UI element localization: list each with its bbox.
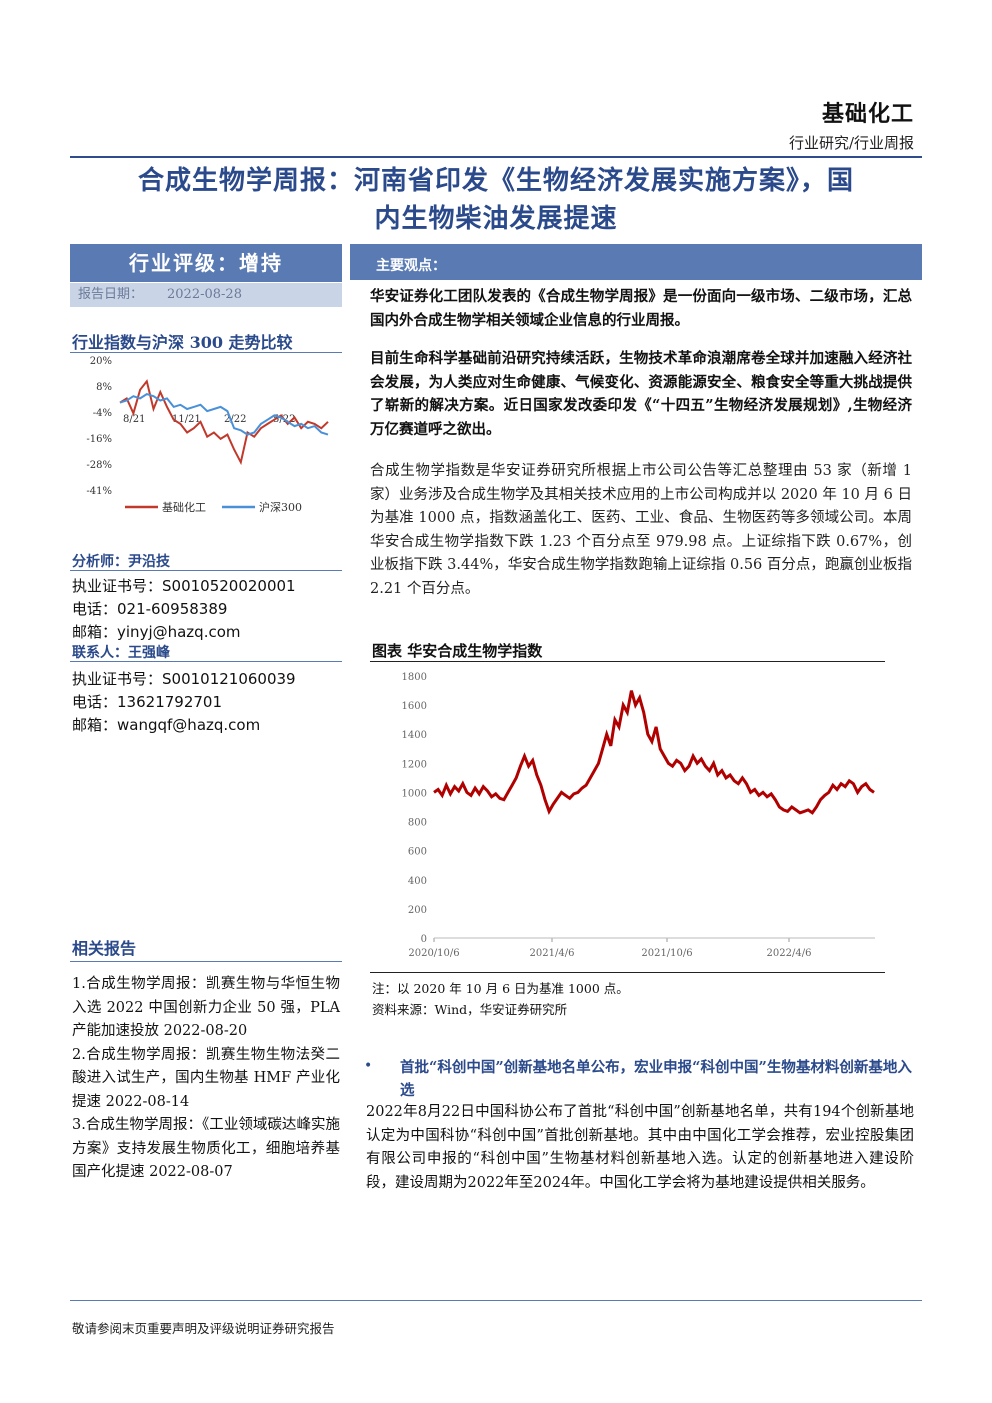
y-tick-label: 200 bbox=[408, 905, 427, 916]
analyst-email: 邮箱：yinyj@hazq.com bbox=[72, 621, 241, 642]
contact-email: 邮箱：wangqf@hazq.com bbox=[72, 714, 260, 735]
analyst-cert: 执业证书号：S0010520020001 bbox=[72, 575, 296, 596]
contact-phone: 电话：13621792701 bbox=[72, 691, 222, 712]
news-bullet: • bbox=[364, 1058, 373, 1074]
y-tick-label: 8% bbox=[96, 382, 112, 393]
index-chart-rule bbox=[70, 352, 342, 353]
figure-title: 图表 华安合成生物学指数 bbox=[372, 642, 543, 660]
x-tick-label: 2/22 bbox=[224, 414, 246, 425]
analyst-phone: 电话：021-60958389 bbox=[72, 598, 227, 619]
report-date-value: 2022-08-28 bbox=[167, 287, 242, 302]
x-tick-label: 8/21 bbox=[123, 414, 145, 425]
y-tick-label: -41% bbox=[86, 486, 112, 497]
index-chart-heading: 行业指数与沪深 300 走势比较 bbox=[72, 333, 293, 352]
y-tick-label: -28% bbox=[86, 460, 112, 471]
analyst-phone-value: 021-60958389 bbox=[117, 600, 228, 618]
x-tick-label: 11/21 bbox=[172, 414, 201, 425]
report-title-line1: 合成生物学周报：河南省印发《生物经济发展实施方案》，国 bbox=[137, 166, 854, 196]
legend-label-hs300: 沪深300 bbox=[259, 500, 302, 514]
key-points-bar bbox=[350, 244, 922, 280]
y-tick-label: 0 bbox=[421, 934, 427, 945]
y-tick-label: 1200 bbox=[402, 759, 427, 770]
y-tick-label: -4% bbox=[93, 408, 112, 419]
y-tick-label: 1000 bbox=[402, 788, 427, 799]
report-subtype: 行业研究/行业周报 bbox=[788, 134, 914, 152]
sector-name: 基础化工 bbox=[821, 101, 914, 127]
y-tick-label: 400 bbox=[408, 876, 427, 887]
report-date: 报告日期： 2022-08-28 bbox=[70, 283, 342, 307]
y-tick-label: -16% bbox=[86, 434, 112, 445]
footer-rule bbox=[70, 1300, 922, 1301]
analyst-email-value[interactable]: yinyj@hazq.com bbox=[117, 623, 241, 641]
series-line-synbio-index bbox=[433, 690, 875, 815]
key-points-label: 主要观点： bbox=[376, 258, 446, 274]
contact-rule bbox=[70, 661, 342, 662]
related-report-item[interactable]: 2.合成生物学周报：凯赛生物生物法癸二酸进入试生产，国内生物基 HMF 产业化提… bbox=[72, 1046, 340, 1110]
analyst-cert-label: 执业证书号： bbox=[72, 577, 163, 595]
analyst-cert-value: S0010520020001 bbox=[162, 577, 296, 595]
contact-email-label: 邮箱： bbox=[72, 716, 118, 734]
series-line-basic-chem bbox=[119, 379, 329, 466]
header-rule bbox=[70, 156, 922, 158]
y-tick-label: 1800 bbox=[402, 672, 427, 683]
analyst-rule bbox=[70, 570, 342, 571]
y-tick-label: 20% bbox=[90, 356, 112, 367]
related-report-item[interactable]: 1.合成生物学周报：凯赛生物与华恒生物入选 2022 中国创新力企业 50 强，… bbox=[72, 976, 340, 1039]
figure-bottom-rule bbox=[370, 972, 885, 973]
footer-disclaimer: 敬请参阅末页重要声明及评级说明证券研究报告 bbox=[72, 1321, 335, 1336]
contact-phone-label: 电话： bbox=[72, 693, 118, 711]
x-tick-label: 2022/4/6 bbox=[767, 948, 812, 959]
related-reports-heading: 相关报告 bbox=[72, 939, 137, 958]
analyst-email-label: 邮箱： bbox=[72, 623, 118, 641]
y-tick-label: 1600 bbox=[402, 701, 427, 712]
report-title-line2: 内生物柴油发展提速 bbox=[374, 204, 618, 234]
x-tick-label: 2021/4/6 bbox=[530, 948, 575, 959]
industry-rating: 行业评级：增持 bbox=[70, 244, 342, 282]
y-tick-label: 1400 bbox=[402, 730, 427, 741]
index-comparison-chart: 20%8%-4%-16%-28%-41% 8/21 11/21 2/22 5/22 基… bbox=[86, 356, 329, 514]
y-tick-label: 600 bbox=[408, 847, 427, 858]
contact-cert: 执业证书号：S0010121060039 bbox=[72, 668, 296, 689]
figure-top-rule bbox=[370, 661, 885, 662]
contact-name: 联系人：王强峰 bbox=[72, 645, 170, 661]
news-body: 2022年8月22日中国科协公布了首批“科创中国”创新基地名单，共有194个创新… bbox=[366, 1104, 914, 1191]
contact-phone-value: 13621792701 bbox=[117, 693, 222, 711]
analyst-name: 分析师：尹沿技 bbox=[72, 554, 170, 570]
related-reports-list: 1.合成生物学周报：凯赛生物与华恒生物入选 2022 中国创新力企业 50 强，… bbox=[72, 973, 340, 1185]
news-title: 首批“科创中国”创新基地名单公布，宏业申报“科创中国”生物基材料创新基地入选 bbox=[400, 1059, 912, 1099]
x-tick-label: 2020/10/6 bbox=[408, 948, 459, 959]
contact-cert-value: S0010121060039 bbox=[162, 670, 296, 688]
figure-source: 资料来源：Wind，华安证券研究所 bbox=[372, 1002, 568, 1017]
related-report-item[interactable]: 3.合成生物学周报：《工业领域碳达峰实施方案》支持发展生物质化工，细胞培养基国产… bbox=[72, 1117, 340, 1180]
y-tick-label: 800 bbox=[408, 818, 427, 829]
report-date-label: 报告日期： bbox=[78, 287, 144, 302]
synbio-index-chart: 0 200 400 600 800 1000 1200 1400 1600 1800 2020/1… bbox=[402, 672, 875, 959]
report-title: 合成生物学周报：河南省印发《生物经济发展实施方案》，国 内生物柴油发展提速 bbox=[70, 162, 922, 238]
figure-note: 注：以 2020 年 10 月 6 日为基准 1000 点。 bbox=[372, 981, 629, 996]
context-paragraph: 目前生命科学基础前沿研究持续活跃，生物技术革命浪潮席卷全球并加速融入经济社会发展… bbox=[370, 350, 912, 438]
legend-label-basic-chem: 基础化工 bbox=[162, 500, 206, 514]
index-summary-paragraph: 合成生物学指数是华安证券研究所根据上市公司公告等汇总整理由 53 家（新增 1 … bbox=[370, 463, 912, 597]
related-reports-rule bbox=[70, 961, 342, 962]
series-line-hs300 bbox=[119, 393, 329, 436]
x-tick-label: 2021/10/6 bbox=[641, 948, 692, 959]
analyst-phone-label: 电话： bbox=[72, 600, 118, 618]
contact-cert-label: 执业证书号： bbox=[72, 670, 163, 688]
intro-paragraph: 华安证券化工团队发表的《合成生物学周报》是一份面向一级市场、二级市场，汇总国内外… bbox=[370, 288, 912, 329]
contact-email-value[interactable]: wangqf@hazq.com bbox=[117, 716, 261, 734]
